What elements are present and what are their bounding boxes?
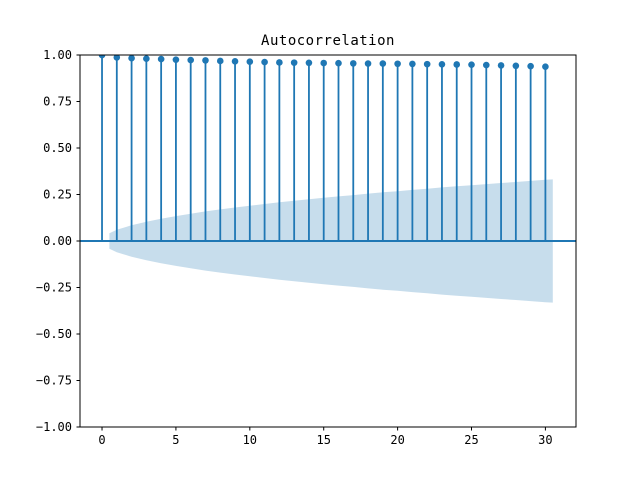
acf-marker [394, 60, 401, 68]
acf-marker [349, 60, 357, 67]
acf-marker [128, 55, 135, 62]
acf-marker [364, 60, 372, 67]
acf-marker [143, 55, 150, 63]
acf-marker [423, 60, 431, 68]
acf-marker [512, 62, 520, 70]
acf-marker [202, 57, 209, 64]
acf-marker [497, 62, 505, 69]
acf-marker [98, 55, 106, 59]
y-tick-label: 0.75 [43, 95, 72, 109]
acf-marker [261, 58, 268, 66]
x-tick-label: 0 [98, 433, 105, 447]
acf-marker [157, 55, 165, 63]
x-tick-label: 20 [390, 433, 404, 447]
acf-marker [187, 56, 194, 64]
acf-marker [379, 60, 387, 67]
acf-marker [276, 59, 283, 66]
y-tick-label: 1.00 [43, 48, 72, 62]
acf-marker [290, 59, 298, 66]
acf-marker [409, 60, 416, 68]
acf-marker [246, 58, 254, 65]
acf-marker [216, 57, 224, 65]
x-tick-label: 5 [172, 433, 179, 447]
x-tick-label: 10 [243, 433, 257, 447]
y-tick-label: −0.50 [36, 327, 72, 341]
y-tick-label: 0.00 [43, 234, 72, 248]
acf-marker [172, 56, 180, 63]
acf-marker [335, 59, 342, 67]
acf-marker [453, 61, 461, 68]
acf-marker [231, 58, 239, 65]
acf-marker [113, 55, 121, 61]
y-tick-label: −0.25 [36, 281, 72, 295]
y-tick-label: 0.50 [43, 141, 72, 155]
acf-marker [438, 61, 446, 68]
acf-series [98, 55, 549, 241]
acf-marker [305, 59, 313, 67]
acf-marker [482, 61, 490, 69]
y-tick-label: 0.25 [43, 188, 72, 202]
acf-marker [468, 61, 475, 68]
x-tick-label: 25 [464, 433, 478, 447]
acf-marker [527, 62, 534, 70]
acf-marker [320, 59, 328, 67]
y-tick-label: −1.00 [36, 420, 72, 434]
chart-title: Autocorrelation [261, 33, 395, 49]
y-tick-label: −0.75 [36, 374, 72, 388]
acf-marker [542, 63, 549, 71]
x-tick-label: 30 [538, 433, 552, 447]
x-tick-label: 15 [316, 433, 330, 447]
